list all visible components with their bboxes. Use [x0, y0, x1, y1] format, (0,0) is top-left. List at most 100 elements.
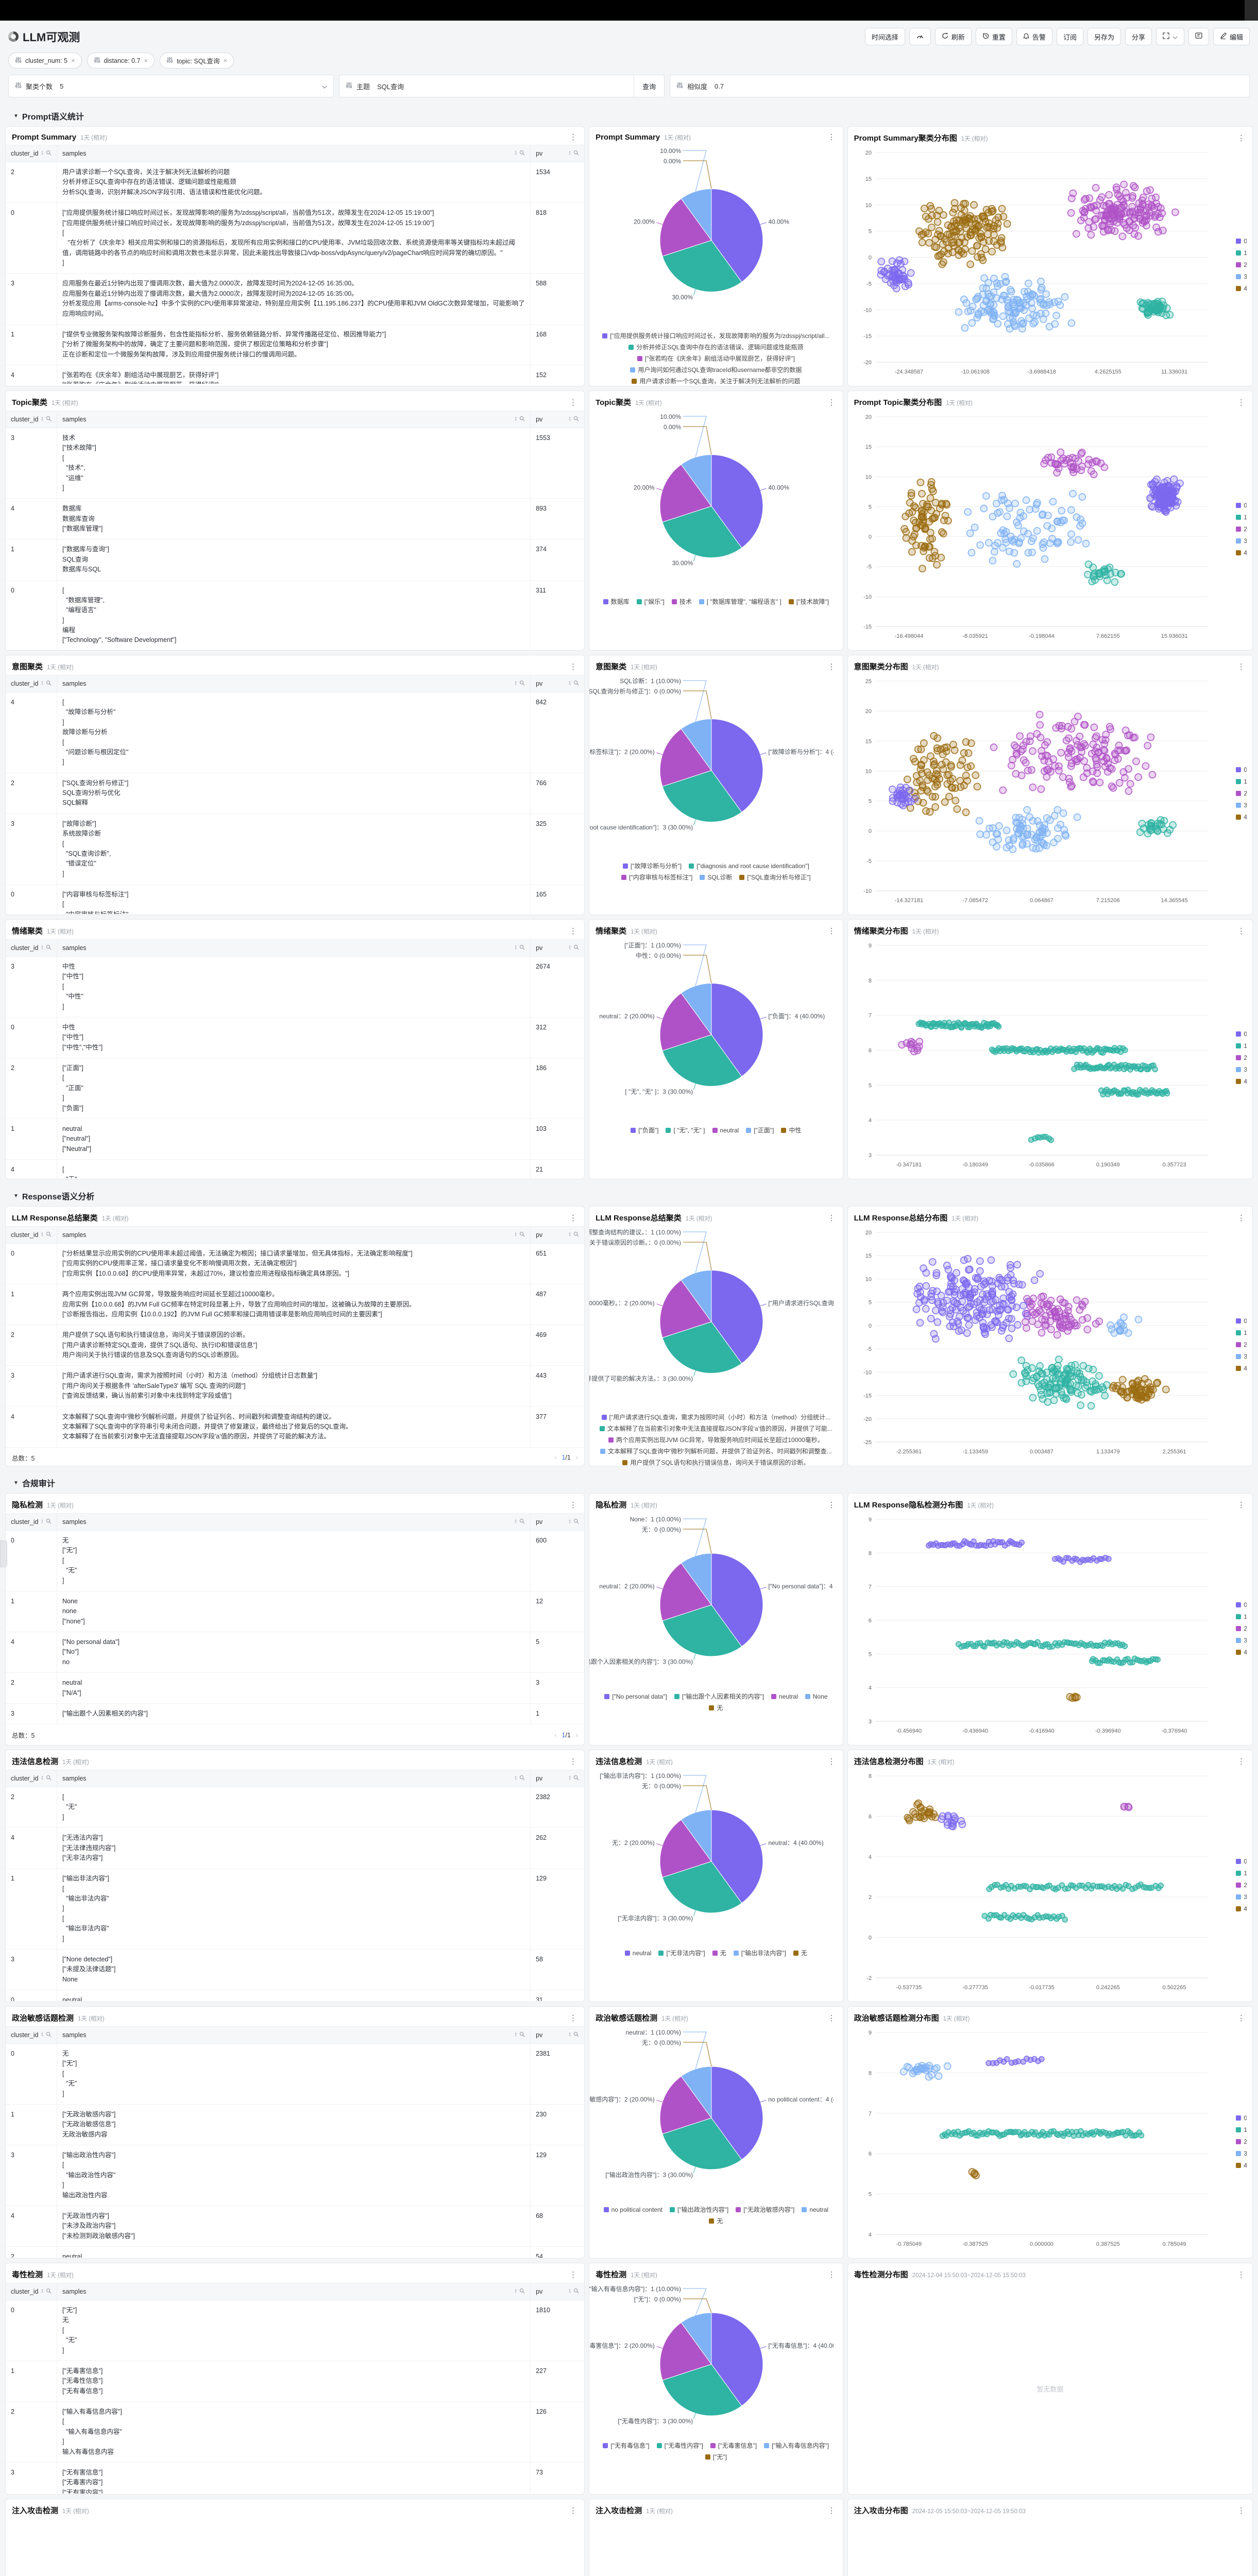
search-icon[interactable] [573, 2288, 579, 2295]
query-button[interactable]: 查询 [633, 75, 664, 97]
sort-icon[interactable]: ▲ ▼ [41, 1519, 44, 1524]
legend-item[interactable]: neutral [771, 1692, 798, 1701]
legend-item[interactable]: 0 [1236, 238, 1247, 245]
legend-item[interactable]: 3 [1236, 802, 1247, 809]
legend-item[interactable]: 1 [1236, 778, 1247, 785]
legend-item[interactable]: ["输出跟个人因素相关的内容"] [674, 1692, 764, 1701]
pie-slice[interactable] [662, 240, 742, 292]
search-icon[interactable] [519, 944, 525, 952]
search-icon[interactable] [519, 2031, 525, 2039]
table-row[interactable]: 1 None none ["none"] 12 [6, 1591, 585, 1632]
legend-item[interactable]: 3 [1236, 1637, 1247, 1644]
sort-icon[interactable]: ▲ ▼ [41, 1232, 44, 1238]
sort-icon[interactable]: ▲ ▼ [514, 945, 518, 951]
panel-menu-icon[interactable]: ⋮ [569, 133, 577, 142]
sort-icon[interactable]: ▲ ▼ [514, 416, 518, 422]
search-icon[interactable] [46, 2288, 52, 2295]
table-row[interactable]: 1 ["提供专业微服务架构故障诊断服务，包含性能指标分析、服务依赖链路分析、异常传… [6, 324, 585, 365]
table-row[interactable]: 2 用户提供了SQL语句和执行错误信息，询问关于错误原因的诊断。 ["用户请求诊断… [6, 1325, 585, 1366]
panel-menu-icon[interactable]: ⋮ [827, 133, 836, 142]
search-icon[interactable] [573, 150, 579, 157]
filter-control-聚类个数[interactable]: 聚类个数 5 [8, 75, 334, 97]
table-row[interactable]: 1 ["无政治敏感内容"] ["无政治敏感信息"] 无政治敏感内容 230 [6, 2104, 585, 2145]
search-icon[interactable] [519, 416, 525, 423]
legend-item[interactable]: ["输入有毒信息内容"] [764, 2441, 829, 2450]
search-icon[interactable] [46, 1231, 52, 1239]
panel-menu-icon[interactable]: ⋮ [569, 2014, 577, 2023]
legend-item[interactable]: 4 [1236, 1649, 1247, 1656]
legend-item[interactable]: ["输出政治性内容"] [670, 2205, 728, 2214]
legend-item[interactable]: ["diagnosis and root cause identificatio… [689, 861, 809, 870]
legend-item[interactable]: ["输出非法内容"] [733, 1948, 786, 1957]
search-icon[interactable] [573, 2031, 579, 2039]
pie-slice[interactable] [662, 505, 742, 558]
sort-icon[interactable]: ▲ ▼ [41, 681, 44, 686]
search-icon[interactable] [519, 1231, 525, 1239]
pie-slice[interactable] [711, 1553, 763, 1647]
legend-item[interactable]: neutral [712, 1126, 739, 1134]
panel-menu-icon[interactable]: ⋮ [1237, 1757, 1245, 1766]
toolbar-button-另存为[interactable]: 另存为 [1087, 28, 1121, 45]
filter-chip[interactable]: distance: 0.7 × [87, 53, 155, 69]
table-row[interactable]: 0 ["无"] 无 [ "无" ] 1810 [6, 2300, 585, 2361]
legend-item[interactable]: 用户询问如何通过SQL查询traceId和username都非空的数据 [630, 365, 802, 374]
table-row[interactable]: 3 ["故障诊断"] 系统故障诊断 [ "SQL查询诊断", "错误定位" ] 32… [6, 814, 585, 885]
legend-item[interactable]: ["用户请求进行SQL查询，需求为按照时间（小时）和方法（method）分组统计… [601, 1413, 830, 1421]
search-icon[interactable] [519, 1518, 525, 1526]
legend-item[interactable]: ["应用提供服务统计接口响应时间过长，发现故障影响的服务为/zdsspj/scr… [602, 331, 830, 340]
legend-item[interactable]: 3 [1236, 537, 1247, 545]
legend-item[interactable]: 4 [1236, 814, 1247, 821]
legend-item[interactable]: 2 [1236, 261, 1247, 268]
panel-menu-icon[interactable]: ⋮ [827, 398, 836, 407]
table-row[interactable]: 2 ["SQL查询分析与修正"] SQL查询分析与优化 SQL解释 766 [6, 773, 585, 814]
panel-menu-icon[interactable]: ⋮ [569, 663, 577, 671]
legend-item[interactable]: neutral [624, 1948, 651, 1957]
legend-item[interactable]: 无 [793, 1948, 807, 1957]
toolbar-button[interactable] [909, 28, 931, 45]
search-icon[interactable] [46, 150, 52, 157]
legend-item[interactable]: 0 [1236, 766, 1247, 773]
sort-icon[interactable]: ▲ ▼ [41, 2032, 44, 2038]
toolbar-button-分享[interactable]: 分享 [1125, 28, 1152, 45]
legend-item[interactable]: 技术 [671, 597, 692, 606]
page-next[interactable]: › [575, 1731, 579, 1739]
legend-item[interactable]: 分析并修正SQL查询中存在的语法错误、逻辑问题或性能瓶颈 [628, 343, 803, 351]
panel-menu-icon[interactable]: ⋮ [827, 1757, 836, 1766]
toolbar-button-编辑[interactable]: 编辑 [1213, 28, 1250, 45]
table-row[interactable]: 0["内容审核与标签标注"] [ "内容审核与标签标注" ] Content A… [6, 885, 584, 914]
legend-item[interactable]: ["无非法内容"] [658, 1948, 705, 1957]
table-pagination[interactable]: ‹ 1/1 › [554, 1454, 578, 1461]
toolbar-button[interactable] [1155, 28, 1184, 45]
legend-item[interactable]: 用户提供了SQL语句和执行错误信息，询问关于错误原因的诊断。 [622, 1458, 809, 1466]
close-icon[interactable]: × [71, 57, 75, 64]
filter-chip[interactable]: topic: SQL查询 × [160, 53, 234, 69]
legend-item[interactable]: [ "无", "无" ] [666, 1126, 705, 1134]
table-row[interactable]: 1 ["输出非法内容"] [ "输出非法内容" ] [ "输出非法内容" ] 129 [6, 1869, 585, 1950]
table-row[interactable]: 4 文本解释了SQL查询中'微秒'列解析问题，并提供了验证列名、时间戳列和调整查询… [6, 1406, 585, 1448]
table-row[interactable]: 4["张若昀在《庆余年》剧组活动中展现厨艺，获得好评"] ["张若昀在《庆余年》… [6, 365, 584, 384]
table-row[interactable]: 1 ["数据库与查询"] SQL查询 数据库与SQL 374 [6, 539, 585, 581]
panel-menu-icon[interactable]: ⋮ [827, 2014, 836, 2023]
table-row[interactable]: 4 ["无政治性内容"] ["未涉及政治内容"] ["未检测到政治敏感内容"] 68 [6, 2206, 585, 2247]
toolbar-button[interactable] [1188, 28, 1209, 45]
filter-control-相似度[interactable]: 相似度 0.7 [670, 75, 1250, 97]
legend-item[interactable]: ["内容审核与标签标注"] [621, 873, 692, 882]
legend-item[interactable]: 两个应用实例出现JVM GC异常，导致服务响应时间延长至超过10000毫秒。 [608, 1435, 824, 1444]
legend-item[interactable]: 2 [1236, 790, 1247, 797]
table-row[interactable]: 3 ["输出跟个人因素相关的内容"] 1 [6, 1703, 585, 1725]
pie-slice[interactable] [662, 1034, 742, 1087]
table-row[interactable]: 1 ["无毒害信息"] ["无毒性信息"] ["无有毒信息"] 227 [6, 2361, 585, 2402]
toolbar-button-刷新[interactable]: 刷新 [934, 28, 972, 45]
table-row[interactable]: 4 数据库 数据库查询 ["数据库管理"] 893 [6, 499, 585, 540]
sort-icon[interactable]: ▲ ▼ [514, 2032, 518, 2038]
legend-item[interactable]: [ "数据库管理", "编程语言" ] [699, 597, 781, 606]
sort-icon[interactable]: ▲ ▼ [568, 2289, 572, 2294]
panel-menu-icon[interactable]: ⋮ [827, 663, 836, 671]
pie-slice[interactable] [662, 1321, 742, 1374]
legend-item[interactable]: 1 [1236, 2126, 1247, 2133]
sort-icon[interactable]: ▲ ▼ [514, 150, 518, 156]
pie-slice[interactable] [662, 770, 742, 822]
panel-menu-icon[interactable]: ⋮ [827, 2270, 836, 2279]
legend-item[interactable]: 4 [1236, 2162, 1247, 2169]
